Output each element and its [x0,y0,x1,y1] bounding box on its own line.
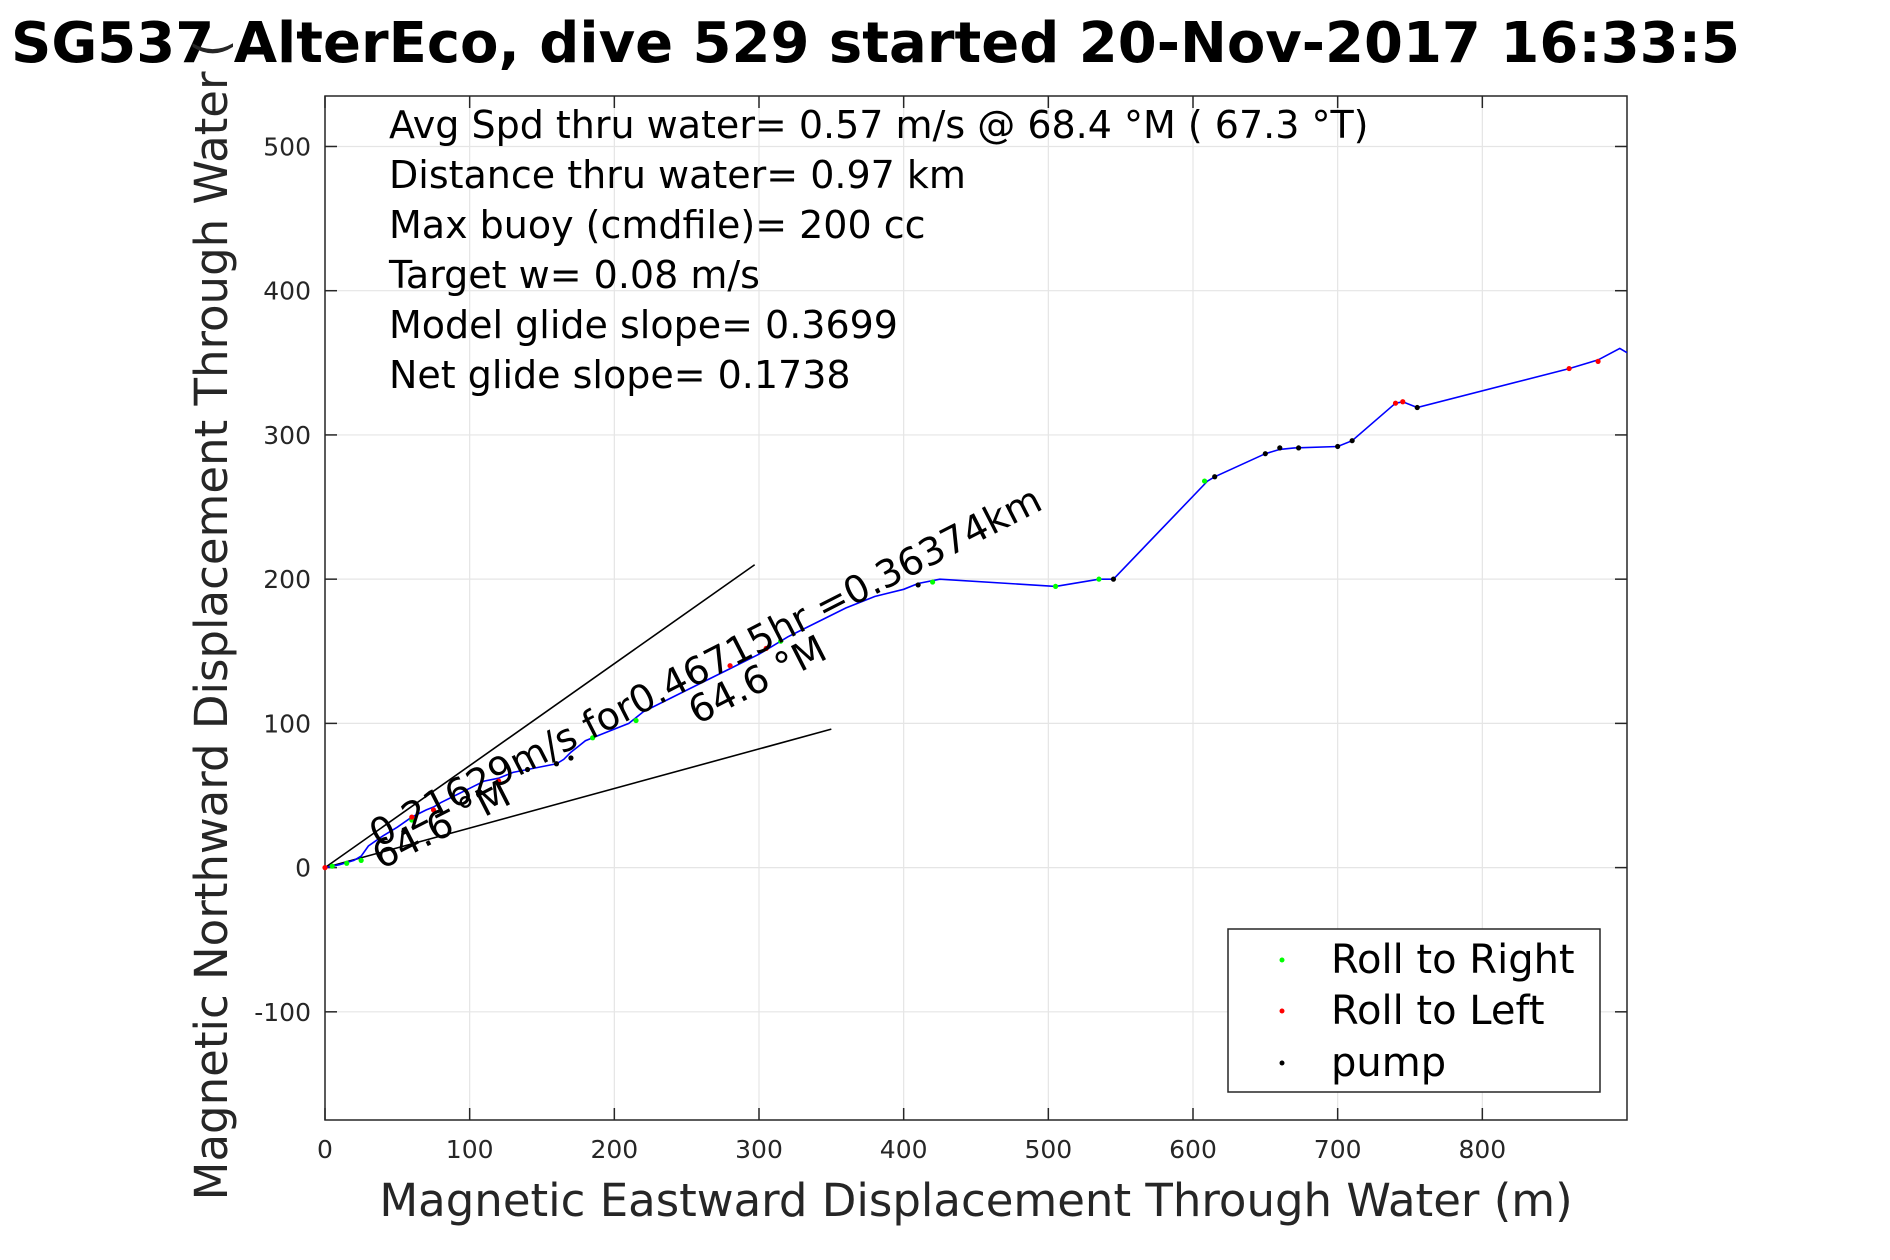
point-roll-to-left [1566,365,1572,372]
x-tick-label: 100 [446,1135,494,1164]
y-tick-label: 500 [263,132,311,161]
point-roll-to-left [1392,400,1399,406]
heading-line [324,564,756,869]
point-pump [1296,445,1302,451]
y-tick-label: 100 [263,709,311,738]
data-points [322,358,1601,871]
dive-track [324,347,1628,869]
annotation-target-w: Target w= 0.08 m/s [388,253,760,297]
point-pump [1212,474,1218,480]
point-roll-to-left [430,807,437,813]
legend-marker-roll-left [1279,1008,1285,1014]
point-roll-to-right [1096,576,1102,582]
x-tick-label: 200 [590,1135,638,1164]
axis-ticks: 0 100 200 300 400 500 600 700 800 -100 0 100 200 300 4… [254,96,1627,1164]
y-tick-label: 400 [263,277,311,306]
point-pump [524,766,531,773]
y-tick-label: 300 [263,421,311,450]
y-tick-label: -100 [254,998,311,1027]
point-pump [553,761,560,767]
point-roll-to-right [1052,583,1059,589]
x-axis-label: Magnetic Eastward Displacement Through W… [379,1174,1572,1227]
legend-label-roll-right: Roll to Right [1331,937,1575,983]
point-roll-to-left [763,645,769,651]
x-tick-label: 500 [1024,1135,1072,1164]
stats-annotations: Avg Spd thru water= 0.57 m/s @ 68.4 °M (… [388,103,1369,397]
x-tick-label: 0 [317,1135,333,1164]
x-tick-label: 400 [880,1135,928,1164]
chart-title: SG537 AlterEco, dive 529 started 20-Nov-… [11,11,1740,76]
point-roll-to-right [633,717,639,724]
legend-box [1227,928,1601,1093]
point-roll-to-right [1201,478,1208,484]
legend-marker-roll-right [1279,957,1285,963]
annotation-avg-speed: Avg Spd thru water= 0.57 m/s @ 68.4 °M (… [389,103,1369,147]
x-tick-label: 700 [1314,1135,1362,1164]
plot-frame [324,95,1628,1121]
point-roll-to-left [322,865,328,871]
y-axis-label: Magnetic Northward Displacement Through … [185,40,238,1201]
point-pump [1262,451,1268,457]
annotation-max-buoy: Max buoy (cmdfile)= 200 cc [389,203,926,247]
point-pump [915,582,921,588]
point-roll-to-right [590,735,596,741]
x-tick-label: 300 [735,1135,783,1164]
point-pump [1349,438,1355,444]
point-roll-to-right [778,638,784,644]
legend-marker-pump [1279,1060,1285,1066]
legend-label-pump: pump [1331,1040,1446,1086]
annotation-distance: Distance thru water= 0.97 km [389,153,966,197]
y-tick-label: 0 [295,854,311,883]
point-pump [1110,576,1117,582]
point-pump [1414,404,1420,411]
point-roll-to-left [409,814,415,820]
legend-label-roll-left: Roll to Left [1331,988,1545,1034]
x-tick-label: 600 [1169,1135,1217,1164]
annotation-net-glide-slope: Net glide slope= 0.1738 [389,353,851,397]
point-roll-to-right [344,860,350,866]
heading-line [324,728,832,869]
annotation-model-glide-slope: Model glide slope= 0.3699 [389,303,898,347]
point-roll-to-right [329,863,335,869]
y-tick-label: 200 [263,565,311,594]
point-roll-to-left [1595,358,1601,364]
x-tick-label: 800 [1458,1135,1506,1164]
point-roll-to-right [930,579,936,585]
point-pump [1277,445,1283,451]
point-roll-to-left [727,663,733,669]
point-roll-to-left [1400,399,1406,405]
legend: Roll to Right Roll to Left pump [1227,928,1601,1093]
point-pump [568,755,574,761]
heading-lines [324,564,832,869]
track-line [324,347,1628,869]
point-roll-to-right [358,857,364,863]
point-roll-to-left [496,778,502,784]
point-pump [1335,443,1341,450]
